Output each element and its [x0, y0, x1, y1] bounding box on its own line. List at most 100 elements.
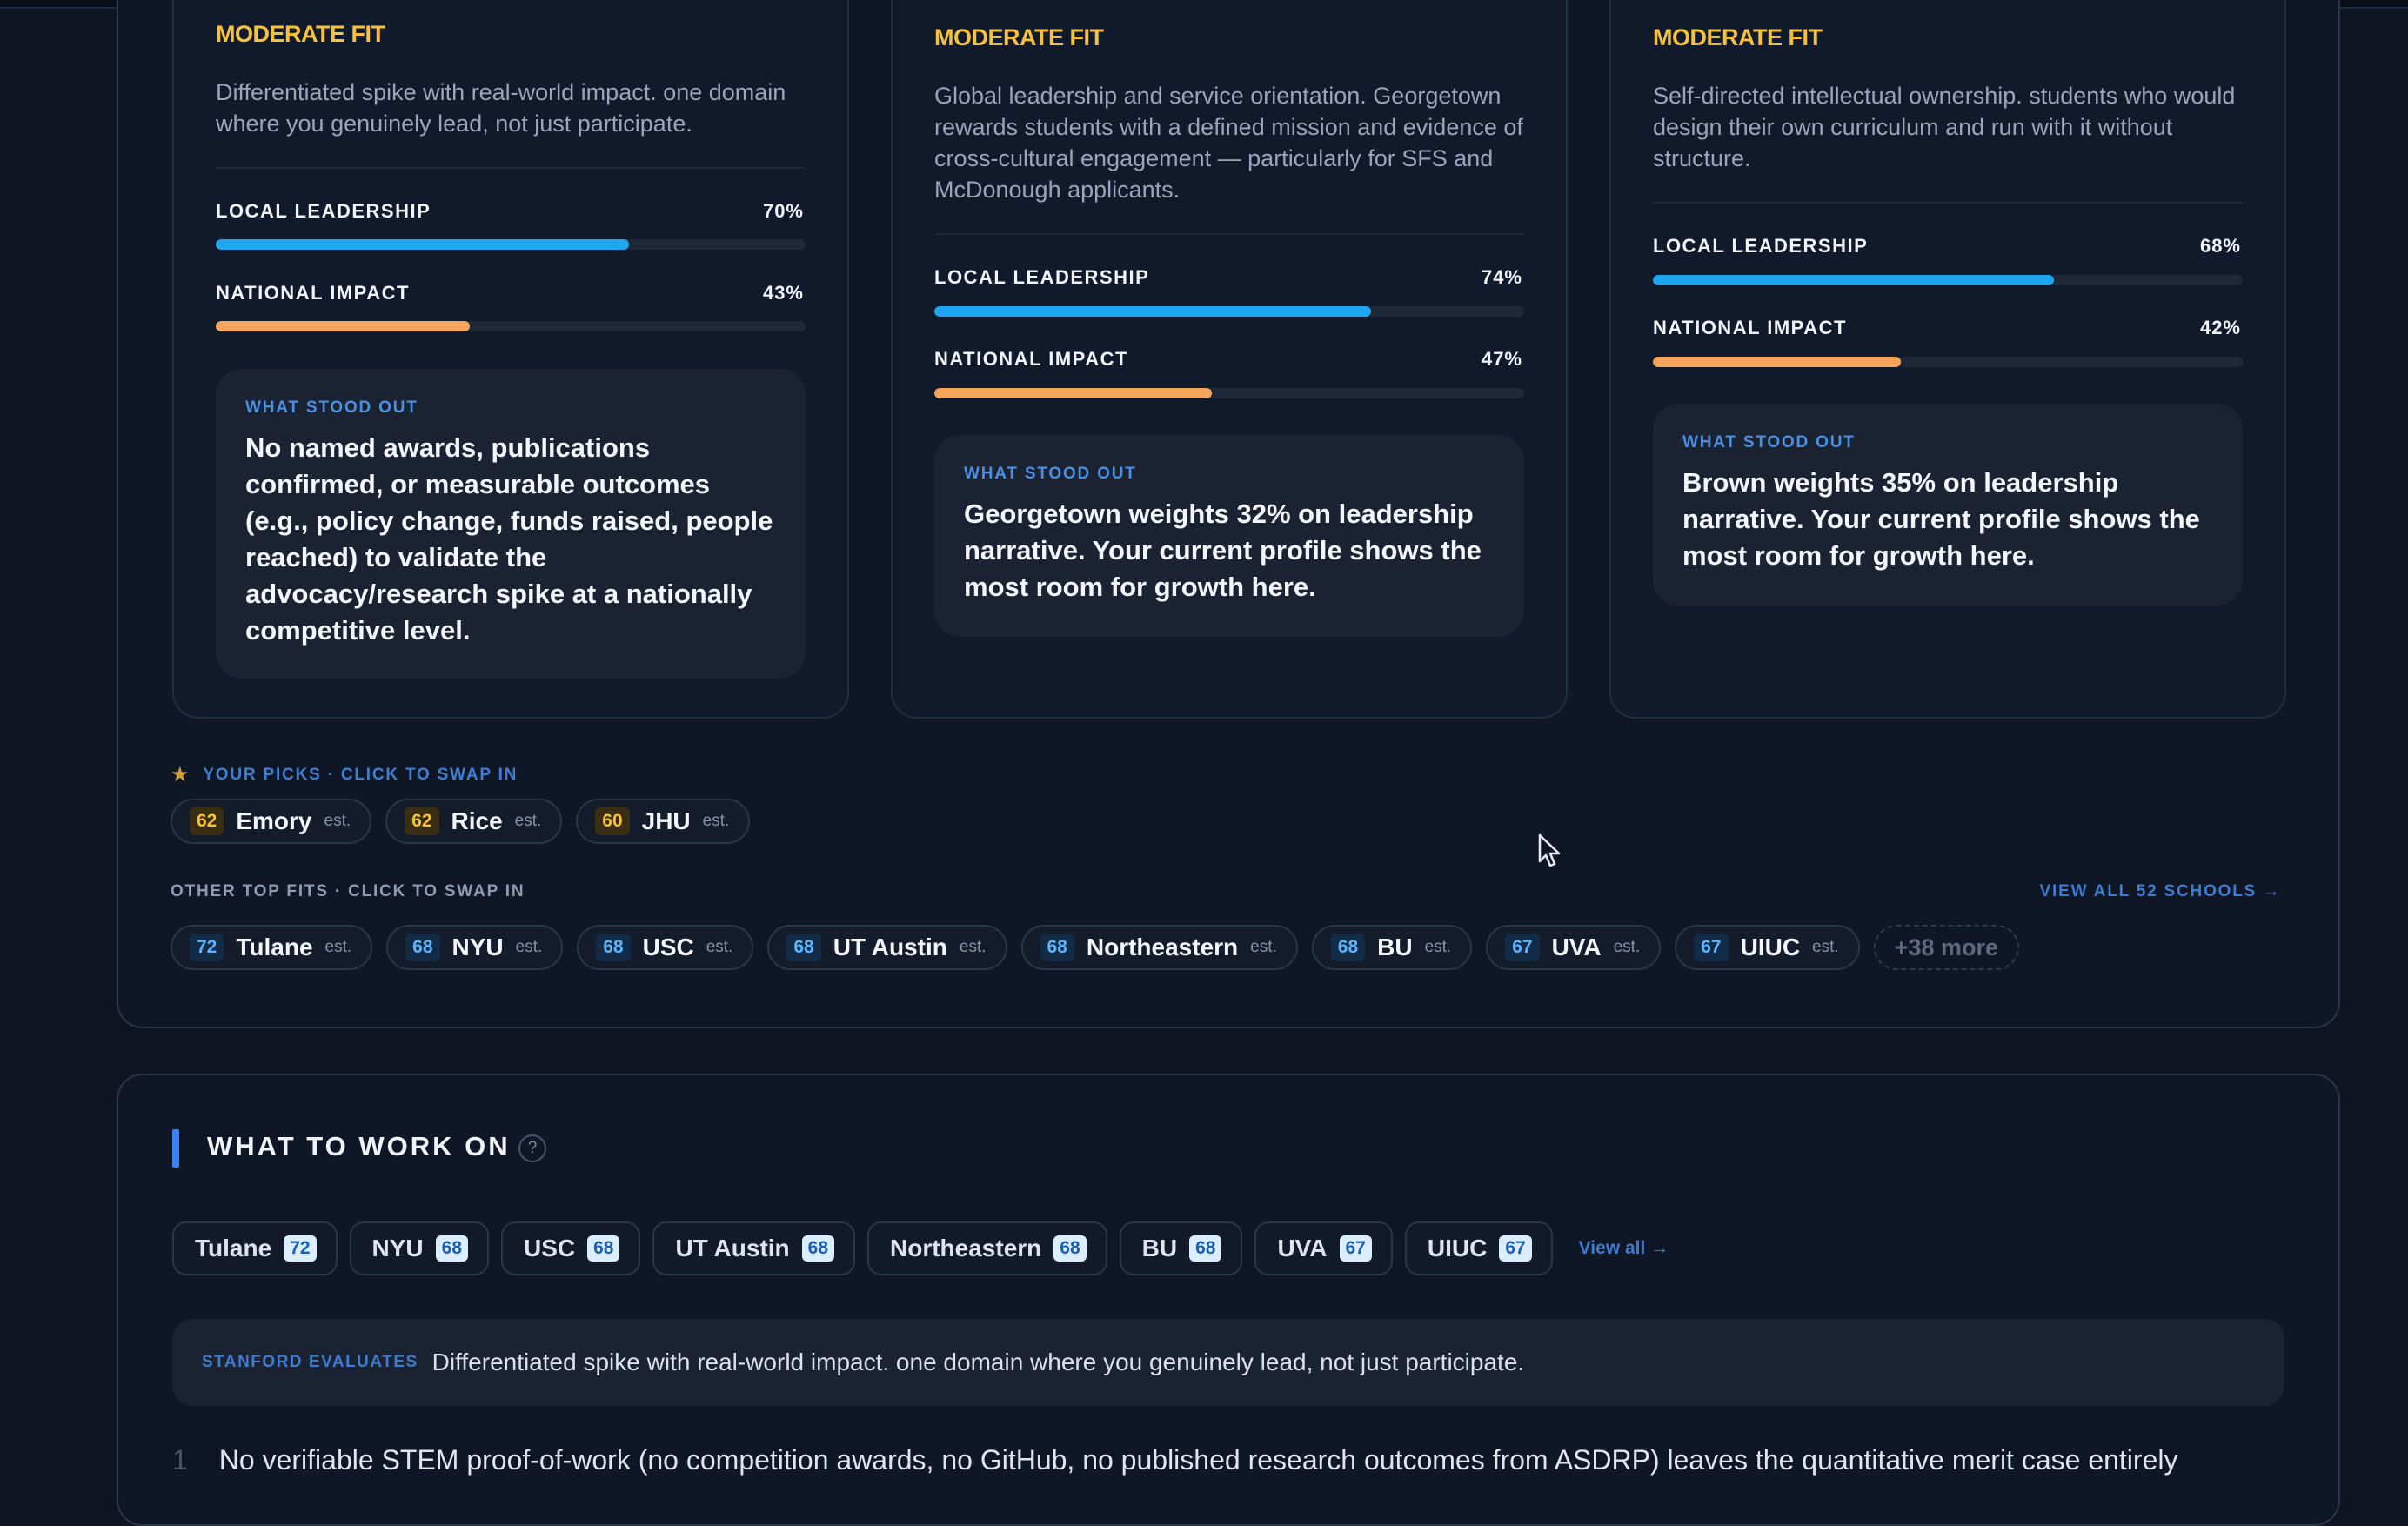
divider [934, 233, 1524, 235]
chip-name: JHU [641, 807, 691, 834]
chip-est: est. [1424, 938, 1452, 956]
chip-score: 62 [190, 807, 224, 835]
tab-score: 68 [1054, 1235, 1087, 1262]
chip-score: 68 [1330, 934, 1366, 961]
tab-score: 68 [801, 1235, 835, 1262]
metric-label: NATIONAL IMPACT [934, 348, 1128, 370]
work-item-number: 1 [172, 1444, 188, 1476]
tab-name: UT Austin [675, 1235, 790, 1262]
bar-fill [934, 388, 1212, 398]
section-accent-bar [172, 1129, 179, 1168]
stood-out-label: WHAT STOOD OUT [245, 398, 418, 417]
chip-score: 68 [786, 934, 821, 961]
evaluates-banner: STANFORD EVALUATES Differentiated spike … [172, 1319, 2284, 1406]
fit-chip-northeastern[interactable]: 68 Northeastern est. [1020, 925, 1298, 970]
chip-est: est. [514, 812, 542, 830]
other-top-fits-heading: OTHER TOP FITS · CLICK TO SWAP IN [171, 882, 525, 900]
metric-value: 43% [762, 282, 804, 304]
pick-chip-jhu[interactable]: 60 JHU est. [576, 799, 751, 844]
metric-value: 74% [1481, 266, 1522, 288]
tab-northeastern[interactable]: Northeastern 68 [867, 1221, 1107, 1275]
what-to-work-on-panel [117, 1074, 2340, 1526]
national-impact-bar [216, 321, 806, 331]
chip-est: est. [959, 938, 987, 956]
chip-score: 68 [596, 934, 631, 961]
other-fits-row: 72 Tulane est. 68 NYU est. 68 USC est. 6… [171, 925, 2019, 970]
work-item: 1 No verifiable STEM proof-of-work (no co… [172, 1444, 2177, 1476]
fit-chip-nyu[interactable]: 68 NYU est. [386, 925, 564, 970]
tab-nyu[interactable]: NYU 68 [349, 1221, 489, 1275]
your-picks-heading: ★ YOUR PICKS · CLICK TO SWAP IN [171, 762, 518, 787]
what-stood-out-box: WHAT STOOD OUT Georgetown weights 32% on… [934, 435, 1524, 637]
local-leadership-bar [216, 239, 806, 250]
tab-name: Northeastern [890, 1235, 1042, 1262]
bar-fill [1653, 275, 2055, 285]
fit-label: MODERATE FIT [1653, 24, 1823, 50]
bar-fill [1653, 357, 1901, 367]
stood-out-label: WHAT STOOD OUT [964, 465, 1137, 483]
chip-score: 62 [405, 807, 439, 835]
metric-value: 68% [2199, 235, 2241, 257]
bar-fill [934, 306, 1371, 317]
stood-out-text: Brown weights 35% on leadership narrativ… [1682, 467, 2200, 571]
national-impact-bar [934, 388, 1524, 398]
chip-name: BU [1377, 934, 1413, 960]
stood-out-text: Georgetown weights 32% on leadership nar… [964, 499, 1482, 602]
more-count: +38 more [1894, 934, 1998, 960]
your-picks-row: 62 Emory est. 62 Rice est. 60 JHU est. [171, 799, 751, 844]
stood-out-text: No named awards, publications confirmed,… [245, 432, 773, 646]
pick-chip-rice[interactable]: 62 Rice est. [385, 799, 563, 844]
tab-name: BU [1141, 1235, 1178, 1262]
tab-uva[interactable]: UVA 67 [1254, 1221, 1393, 1275]
tab-tulane[interactable]: Tulane 72 [172, 1221, 338, 1275]
tab-score: 68 [1189, 1235, 1222, 1262]
school-card: MODERATE FIT Global leadership and servi… [891, 0, 1568, 719]
tab-uiuc[interactable]: UIUC 67 [1404, 1221, 1553, 1275]
tab-ut-austin[interactable]: UT Austin 68 [652, 1221, 856, 1275]
tab-usc[interactable]: USC 68 [501, 1221, 641, 1275]
view-all-link[interactable]: View all → [1578, 1238, 1669, 1258]
view-all-schools-link[interactable]: VIEW ALL 52 SCHOOLS → [2039, 882, 2281, 900]
mouse-cursor-icon [1538, 833, 1561, 867]
local-leadership-bar [934, 306, 1524, 317]
help-icon[interactable]: ? [518, 1134, 546, 1162]
chip-score: 60 [595, 807, 630, 835]
card-description: Differentiated spike with real-world imp… [216, 79, 786, 137]
tab-bu[interactable]: BU 68 [1119, 1221, 1243, 1275]
fit-chip-uva[interactable]: 67 UVA est. [1486, 925, 1662, 970]
fit-chip-bu[interactable]: 68 BU est. [1311, 925, 1473, 970]
tab-name: UVA [1277, 1235, 1328, 1262]
what-stood-out-box: WHAT STOOD OUT Brown weights 35% on lead… [1653, 404, 2243, 606]
metric-value: 70% [762, 200, 804, 222]
pick-chip-emory[interactable]: 62 Emory est. [171, 799, 372, 844]
metric-label: LOCAL LEADERSHIP [1653, 235, 1869, 257]
work-item-text: No verifiable STEM proof-of-work (no com… [218, 1444, 2178, 1476]
fit-label: MODERATE FIT [216, 21, 385, 47]
more-schools-chip[interactable]: +38 more [1873, 925, 2019, 970]
chip-score: 67 [1505, 934, 1540, 961]
school-card: MODERATE FIT Self-directed intellectual … [1609, 0, 2286, 719]
metric-label: NATIONAL IMPACT [216, 282, 410, 304]
chip-name: UT Austin [833, 934, 947, 960]
fit-chip-usc[interactable]: 68 USC est. [577, 925, 754, 970]
stood-out-label: WHAT STOOD OUT [1682, 433, 1856, 452]
fit-chip-ut-austin[interactable]: 68 UT Austin est. [767, 925, 1007, 970]
chip-name: UIUC [1740, 934, 1801, 960]
chip-score: 68 [1040, 934, 1074, 961]
chip-name: NYU [452, 934, 504, 960]
fit-chip-tulane[interactable]: 72 Tulane est. [171, 925, 373, 970]
chip-score: 72 [190, 934, 224, 961]
tab-score: 67 [1339, 1235, 1372, 1262]
evaluates-text: Differentiated spike with real-world imp… [431, 1349, 1525, 1375]
national-impact-bar [1653, 357, 2243, 367]
card-description: Self-directed intellectual ownership. st… [1653, 83, 2236, 171]
fit-chip-uiuc[interactable]: 67 UIUC est. [1675, 925, 1860, 970]
chip-name: USC [642, 934, 694, 960]
tab-score: 68 [587, 1235, 620, 1262]
chip-name: UVA [1551, 934, 1602, 960]
metric-label: LOCAL LEADERSHIP [216, 200, 431, 222]
chip-name: Tulane [236, 934, 313, 960]
what-stood-out-box: WHAT STOOD OUT No named awards, publicat… [216, 369, 806, 679]
chip-name: Emory [236, 807, 312, 834]
chip-est: est. [1250, 938, 1277, 956]
